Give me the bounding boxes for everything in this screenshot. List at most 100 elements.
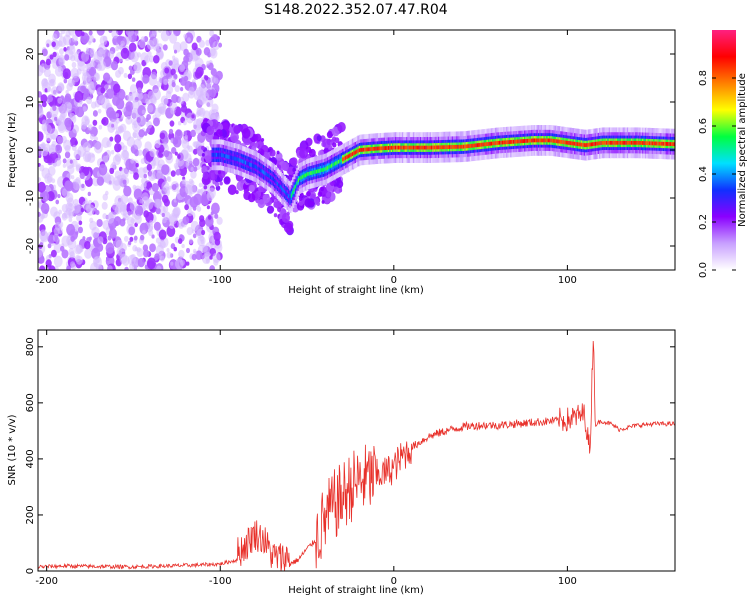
spectrogram-ridge-cell bbox=[382, 146, 385, 151]
spectrogram-ridge-cell bbox=[637, 140, 641, 145]
spectrogram-ridge-cell bbox=[597, 141, 600, 146]
spectrogram-cell bbox=[67, 78, 75, 87]
spectrogram-cell bbox=[74, 244, 83, 255]
spectrogram-ridge-cell bbox=[529, 138, 532, 143]
spectrogram-cell bbox=[214, 181, 220, 187]
spectrogram-ridge-cell bbox=[401, 145, 405, 150]
spectrogram-ridge-cell bbox=[254, 164, 257, 169]
snr-y-tick-label: 200 bbox=[25, 505, 36, 524]
spectrogram-ridge-cell bbox=[551, 138, 554, 143]
spectrogram-cell bbox=[146, 114, 152, 121]
spectrogram-ridge-cell bbox=[461, 144, 464, 149]
spectrogram-ridge-cell bbox=[355, 149, 359, 154]
spectrogram-ridge-cell bbox=[479, 142, 482, 147]
spectrogram-cell bbox=[215, 70, 223, 81]
spectrogram-cell bbox=[273, 213, 278, 218]
spectrogram-cell bbox=[292, 167, 296, 173]
spectrogram-cell bbox=[44, 78, 48, 83]
spectrogram-ridge-cell bbox=[376, 146, 380, 151]
spectrogram-ridge-cell bbox=[500, 140, 503, 145]
spectrogram-cell bbox=[105, 149, 112, 158]
spectrogram-ridge-cell bbox=[251, 163, 255, 168]
spectrogram-cell bbox=[210, 109, 220, 121]
spectrogram-cell bbox=[57, 97, 63, 104]
spectrogram-ridge-cell bbox=[322, 167, 325, 172]
spectrogram-cell bbox=[161, 194, 169, 204]
spectrogram-ridge-cell bbox=[471, 143, 474, 148]
snr-y-tick-label: 0 bbox=[25, 568, 36, 574]
spectrogram-cell bbox=[58, 48, 64, 55]
spectrogram-ridge-cell bbox=[279, 184, 282, 189]
spectrogram-cell bbox=[247, 193, 256, 203]
spectrogram-ridge-cell bbox=[211, 152, 214, 157]
spectrogram-cell bbox=[50, 249, 57, 258]
spectrogram-ridge-cell bbox=[294, 184, 298, 189]
spectrogram-ridge-cell bbox=[532, 138, 535, 143]
spectrogram-ridge-cell bbox=[439, 145, 442, 150]
spectrogram-cell bbox=[153, 198, 161, 208]
spectrogram-cell bbox=[173, 73, 178, 79]
spectrogram-cell bbox=[54, 157, 62, 167]
spectrogram-ridge-cell bbox=[330, 163, 334, 168]
spectrogram-cell bbox=[155, 237, 161, 244]
spectrogram-cell bbox=[204, 251, 212, 261]
spectrogram-cell bbox=[39, 164, 45, 172]
spectrogram-ridge-cell bbox=[650, 141, 653, 146]
spectrogram-cell bbox=[243, 188, 248, 194]
spectrogram-ridge-cell bbox=[523, 139, 527, 143]
spectrogram-cell bbox=[67, 164, 75, 175]
snr-x-tick-label: -200 bbox=[35, 576, 58, 587]
spectrogram-cell bbox=[183, 55, 190, 64]
spectrogram-ridge-cell bbox=[214, 152, 217, 157]
spectrogram-cell bbox=[321, 200, 325, 204]
spectrogram-cell bbox=[52, 62, 58, 69]
spectrogram-cell bbox=[223, 176, 231, 185]
spectrogram-cell bbox=[171, 94, 179, 104]
spectrogram-x-tick-label: 100 bbox=[558, 275, 577, 286]
spectrogram-ridge-cell bbox=[404, 145, 407, 150]
spectrogram-cell bbox=[131, 77, 136, 82]
spectrogram-cell bbox=[254, 142, 259, 148]
spectrogram-cell bbox=[161, 212, 165, 218]
spectrogram-cell bbox=[330, 180, 335, 187]
spectrogram-cell bbox=[93, 141, 103, 154]
spectrogram-ridge-cell bbox=[390, 145, 393, 150]
spectrogram-cell bbox=[145, 98, 150, 105]
spectrogram-cell bbox=[183, 75, 189, 82]
spectrogram-cell bbox=[64, 54, 70, 61]
spectrogram-ridge-cell bbox=[553, 138, 556, 143]
spectrogram-cell bbox=[63, 95, 71, 104]
spectrogram-cell bbox=[212, 252, 221, 264]
spectrogram-ridge-cell bbox=[507, 140, 510, 145]
spectrogram-cell bbox=[59, 112, 66, 121]
spectrogram-ridge-cell bbox=[568, 141, 571, 145]
spectrogram-ridge-cell bbox=[668, 142, 671, 146]
spectrogram-ridge-cell bbox=[490, 141, 493, 146]
spectrogram-cell bbox=[49, 128, 59, 140]
spectrogram-cell bbox=[63, 47, 67, 52]
spectrogram-ridge-cell bbox=[510, 140, 513, 144]
spectrogram-cell bbox=[88, 66, 97, 77]
spectrogram-cell bbox=[61, 212, 68, 221]
spectrogram-cell bbox=[169, 30, 174, 33]
spectrogram-ridge-cell bbox=[625, 140, 628, 145]
spectrogram-ridge-cell bbox=[535, 138, 538, 143]
spectrogram-x-tick-label: -100 bbox=[209, 275, 232, 286]
spectrogram-ridge-cell bbox=[643, 141, 646, 145]
spectrogram-cell bbox=[195, 47, 202, 56]
spectrogram-cell bbox=[105, 242, 115, 254]
colorbar-gradient bbox=[712, 30, 736, 270]
spectrogram-ridge-cell bbox=[265, 172, 268, 177]
spectrogram-cell bbox=[161, 216, 167, 224]
spectrogram-cell bbox=[204, 75, 209, 81]
spectrogram-cell bbox=[122, 179, 127, 185]
spectrogram-cell bbox=[61, 235, 70, 247]
spectrogram-cell bbox=[114, 134, 122, 144]
spectrogram-ridge-cell bbox=[658, 141, 661, 146]
snr-panel: -200 -100 0 100 0 200 400 600 800 Height of stra… bbox=[7, 329, 676, 596]
spectrogram-ridge-cell bbox=[619, 140, 623, 145]
spectrogram-cell bbox=[38, 177, 41, 182]
spectrogram-cell bbox=[128, 65, 133, 71]
spectrogram-cell bbox=[205, 215, 214, 227]
spectrogram-cell bbox=[100, 97, 110, 109]
